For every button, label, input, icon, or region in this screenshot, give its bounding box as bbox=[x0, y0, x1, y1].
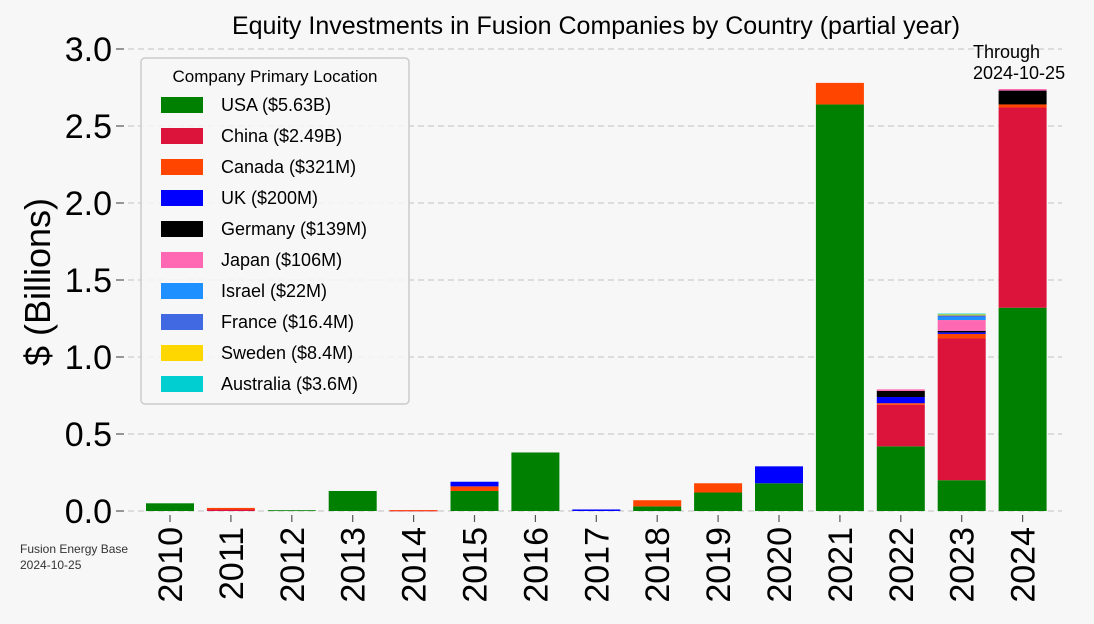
legend-items: USA ($5.63B) China ($2.49B) Canada ($321M)… bbox=[161, 95, 367, 394]
bar-segment bbox=[694, 483, 743, 493]
bar-segment bbox=[633, 506, 682, 511]
bars bbox=[146, 82, 1047, 512]
legend-label: China ($2.49B) bbox=[221, 126, 342, 146]
bar-segment bbox=[937, 480, 986, 511]
bar-segment bbox=[937, 313, 986, 315]
bar-segment bbox=[267, 510, 316, 512]
bar-segment bbox=[937, 320, 986, 331]
x-tick-label: 2022 bbox=[883, 527, 921, 603]
legend-swatch bbox=[161, 314, 203, 330]
bar-segment bbox=[937, 333, 986, 339]
legend-label: USA ($5.63B) bbox=[221, 95, 331, 115]
annotation-line-2: 2024-10-25 bbox=[973, 63, 1065, 83]
legend-swatch bbox=[161, 221, 203, 237]
legend-box bbox=[140, 57, 410, 405]
bar-segment bbox=[328, 490, 377, 511]
bar-segment bbox=[937, 316, 986, 321]
chart-title: Equity Investments in Fusion Companies b… bbox=[232, 12, 960, 40]
bar-segment bbox=[876, 404, 925, 447]
x-axis-ticks: 2010 2011 2012 2013 2014 2015 2016 2017 2018 2019… bbox=[152, 515, 1043, 603]
bar-segment bbox=[450, 490, 499, 511]
y-tick-label: 0.5 bbox=[65, 416, 112, 454]
legend-label: Japan ($106M) bbox=[221, 250, 342, 270]
bar-segment bbox=[998, 104, 1047, 108]
y-tick-label: 1.5 bbox=[65, 262, 112, 300]
legend-swatch bbox=[161, 97, 203, 113]
bar-segment bbox=[206, 509, 255, 511]
y-axis-ticks: 0.0 0.5 1.0 1.5 2.0 2.5 3.0 bbox=[65, 31, 124, 531]
bar-segment bbox=[694, 492, 743, 511]
bar-segment bbox=[937, 314, 986, 316]
bar-segment bbox=[937, 338, 986, 481]
legend-label: Canada ($321M) bbox=[221, 157, 356, 177]
y-tick-label: 1.0 bbox=[65, 339, 112, 377]
source-line-1: Fusion Energy Base bbox=[20, 542, 128, 556]
legend-label: Germany ($139M) bbox=[221, 219, 367, 239]
bar-segment bbox=[755, 483, 803, 511]
bar-segment bbox=[389, 510, 438, 511]
x-tick-label: 2018 bbox=[639, 527, 677, 603]
x-tick-label: 2020 bbox=[761, 527, 799, 603]
x-tick-label: 2021 bbox=[822, 527, 860, 603]
bar-segment bbox=[450, 486, 499, 491]
y-tick-label: 2.5 bbox=[65, 108, 112, 146]
legend-label: Sweden ($8.4M) bbox=[221, 343, 353, 363]
legend-label: Australia ($3.6M) bbox=[221, 374, 358, 394]
bar-segment bbox=[998, 89, 1047, 91]
bar-segment bbox=[876, 403, 925, 405]
source-line-2: 2024-10-25 bbox=[20, 558, 82, 572]
x-tick-label: 2023 bbox=[944, 527, 982, 603]
bar-segment bbox=[876, 397, 925, 404]
x-tick-label: 2010 bbox=[152, 527, 190, 603]
bar-segment bbox=[146, 503, 194, 511]
bar-segment bbox=[206, 507, 255, 510]
legend-label: France ($16.4M) bbox=[221, 312, 354, 332]
through-date-annotation: Through 2024-10-25 bbox=[973, 42, 1065, 83]
x-tick-label: 2011 bbox=[213, 527, 251, 600]
bar-segment bbox=[937, 330, 986, 333]
bar-segment bbox=[876, 446, 925, 511]
x-tick-label: 2014 bbox=[396, 527, 434, 603]
legend-swatch bbox=[161, 376, 203, 392]
legend-swatch bbox=[161, 159, 203, 175]
bar-segment bbox=[572, 509, 621, 511]
bar-segment bbox=[998, 307, 1047, 511]
x-tick-label: 2013 bbox=[335, 527, 373, 603]
legend-label: Israel ($22M) bbox=[221, 281, 327, 301]
bar-segment bbox=[755, 466, 803, 484]
legend-title: Company Primary Location bbox=[172, 67, 377, 86]
bar-segment bbox=[937, 315, 986, 317]
legend-swatch bbox=[161, 190, 203, 206]
legend-label: UK ($200M) bbox=[221, 188, 318, 208]
y-tick-label: 0.0 bbox=[65, 493, 112, 531]
bar-segment bbox=[450, 481, 499, 487]
annotation-line-1: Through bbox=[973, 42, 1040, 62]
bar-segment bbox=[389, 510, 438, 512]
bar-segment bbox=[998, 107, 1047, 308]
bar-segment bbox=[937, 332, 986, 334]
y-axis-label: $ (Billions) bbox=[17, 198, 58, 366]
legend-swatch bbox=[161, 283, 203, 299]
source-note: Fusion Energy Base 2024-10-25 bbox=[20, 542, 128, 572]
bar-segment bbox=[511, 452, 560, 511]
y-tick-label: 2.0 bbox=[65, 185, 112, 223]
x-tick-label: 2024 bbox=[1005, 527, 1043, 603]
bar-segment bbox=[876, 390, 925, 398]
x-tick-label: 2016 bbox=[517, 527, 555, 603]
legend-swatch bbox=[161, 252, 203, 268]
legend-swatch bbox=[161, 345, 203, 361]
x-tick-label: 2015 bbox=[457, 527, 495, 603]
bar-segment bbox=[815, 82, 864, 105]
bar-segment bbox=[633, 500, 682, 507]
y-tick-label: 3.0 bbox=[65, 31, 112, 69]
x-tick-label: 2017 bbox=[578, 527, 616, 603]
x-tick-label: 2019 bbox=[700, 527, 738, 603]
legend: Company Primary Location USA ($5.63B) Chi… bbox=[140, 57, 410, 405]
bar-segment bbox=[815, 104, 864, 511]
bar-segment bbox=[998, 90, 1047, 105]
legend-swatch bbox=[161, 128, 203, 144]
x-tick-label: 2012 bbox=[274, 527, 312, 603]
bar-segment bbox=[876, 389, 925, 391]
